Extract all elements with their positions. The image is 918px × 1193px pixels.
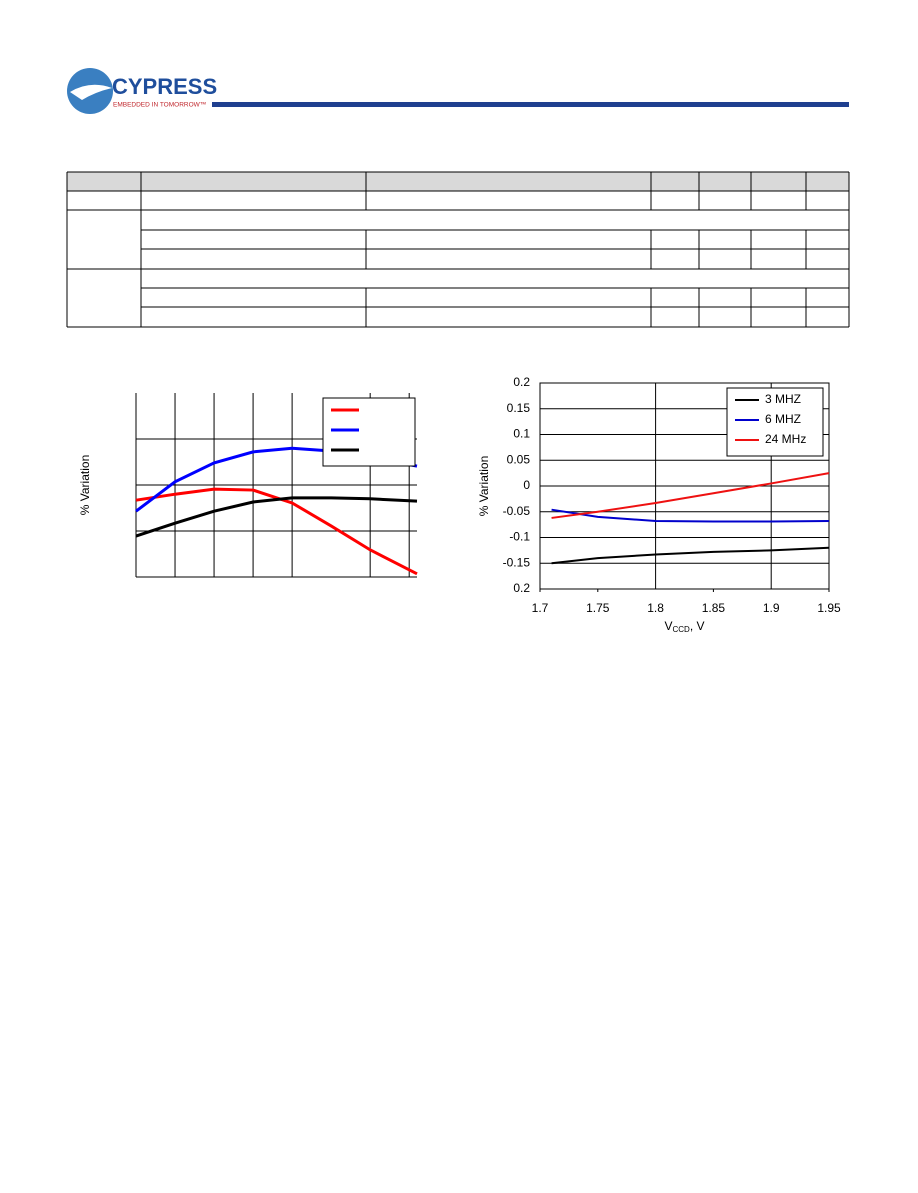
logo-name: CYPRESS: [112, 74, 217, 99]
x-axis-label-part: CCD: [673, 625, 691, 634]
series-line: [135, 487, 418, 576]
x-tick-label: 1.85: [702, 601, 726, 615]
y-tick-label: 0.05: [507, 452, 531, 466]
legend-label: 24 MHz: [765, 432, 806, 446]
y-tick-label: -0.1: [509, 530, 530, 544]
y-tick-label: -0.15: [503, 555, 531, 569]
series-line: [551, 508, 830, 523]
y-axis-label: % Variation: [78, 455, 92, 515]
y-tick-label: 0.2: [513, 375, 530, 389]
x-axis-label-part: , V: [690, 619, 705, 633]
series-line: [551, 546, 830, 565]
x-tick-label: 1.9: [763, 601, 780, 615]
y-tick-label: -0.05: [503, 504, 531, 518]
y-tick-label: 0.15: [507, 401, 531, 415]
logo-tree: [70, 84, 112, 100]
x-tick-label: 1.75: [586, 601, 610, 615]
logo: CYPRESS EMBEDDED IN TOMORROW™: [67, 68, 217, 114]
legend-box: [322, 397, 416, 467]
plot-frame: [539, 382, 830, 590]
table: [66, 171, 850, 328]
y-axis-label: % Variation: [477, 456, 491, 516]
x-axis-label-part: V: [664, 619, 672, 633]
legend-label: 3 MHZ: [765, 392, 801, 406]
y-tick-label: 0: [523, 478, 530, 492]
y-tick-label: 0.1: [513, 427, 530, 441]
x-tick-label: 1.95: [817, 601, 841, 615]
legend-label: 6 MHZ: [765, 412, 801, 426]
header-rule: [212, 102, 849, 107]
x-axis-label: VCCD, V: [664, 619, 704, 634]
x-tick-label: 1.8: [647, 601, 664, 615]
series-line: [135, 496, 418, 538]
x-tick-label: 1.7: [532, 601, 549, 615]
y-tick-label: 0.2: [513, 581, 530, 595]
logo-tagline: EMBEDDED IN TOMORROW™: [113, 102, 206, 109]
series-line: [551, 472, 830, 519]
chart: % Variation: [78, 393, 418, 578]
table-header: [67, 172, 849, 191]
